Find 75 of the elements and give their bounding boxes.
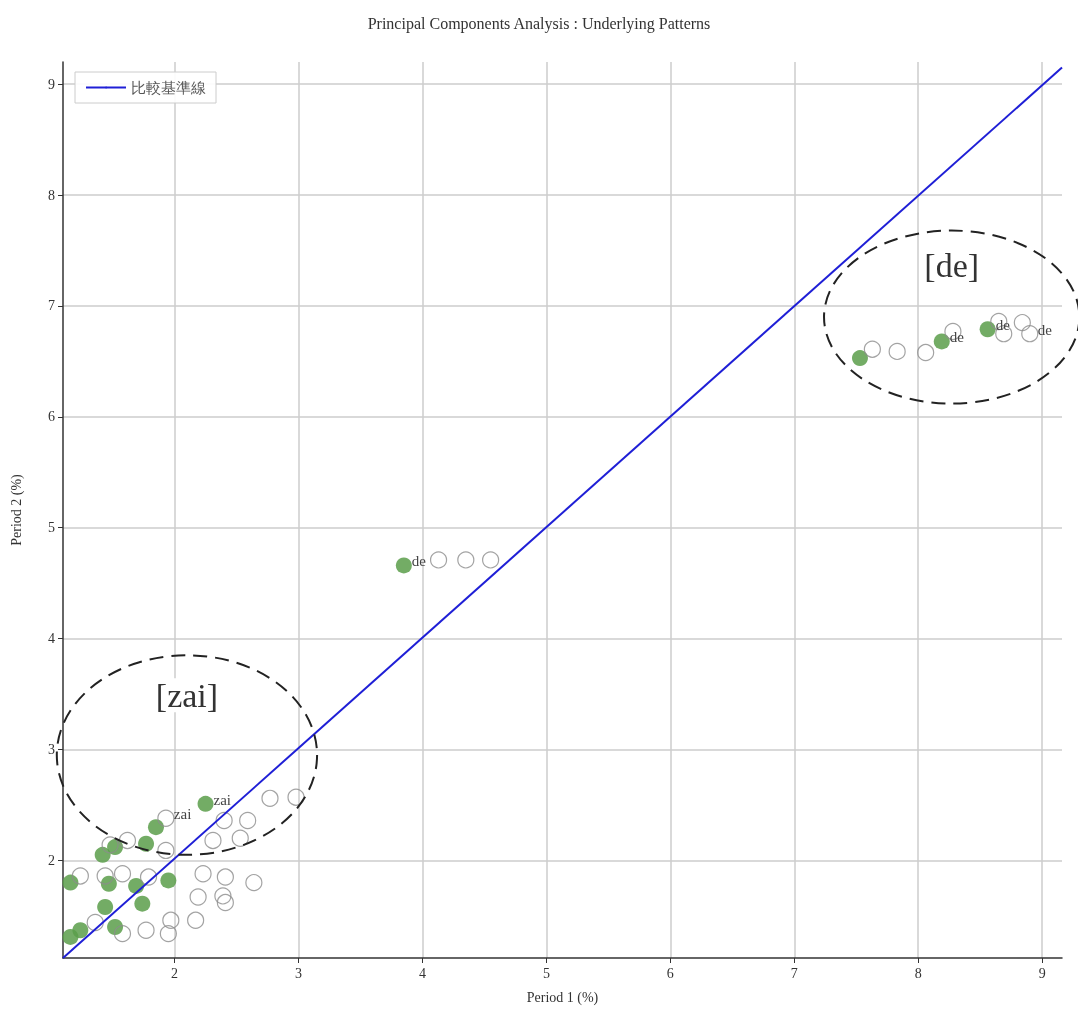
annotation: de — [995, 317, 1011, 334]
y-tick-label: 7 — [48, 298, 55, 314]
point — [160, 872, 177, 889]
x-tick-label: 3 — [295, 965, 302, 981]
point — [216, 868, 234, 886]
point — [159, 925, 177, 943]
x-tick-label: 4 — [418, 965, 426, 981]
point — [261, 789, 279, 807]
point — [94, 846, 111, 863]
point — [395, 557, 412, 574]
y-axis-title: Period 2 (%) — [8, 473, 25, 546]
point — [287, 788, 305, 806]
point — [157, 841, 175, 860]
point — [197, 795, 214, 812]
point — [107, 918, 124, 935]
point — [231, 829, 249, 847]
x-tick-label: 9 — [1038, 965, 1046, 981]
point — [429, 551, 448, 569]
annotation: de — [949, 329, 965, 346]
point — [214, 887, 232, 905]
x-tick-label: 5 — [542, 965, 550, 981]
y-tick-label: 6 — [48, 409, 55, 425]
point — [863, 340, 881, 358]
annotation: zai — [173, 806, 192, 823]
point — [139, 868, 158, 886]
annotation: zai — [213, 791, 232, 808]
point — [86, 913, 104, 932]
point — [113, 925, 132, 943]
point — [96, 867, 114, 885]
point — [157, 809, 175, 827]
point — [979, 321, 996, 338]
legend-label: 比較基準線 — [131, 79, 206, 96]
chart-title: Principal Components Analysis : Underlying Patterns — [367, 14, 711, 33]
point — [162, 911, 180, 929]
point — [134, 895, 151, 912]
annotation: de — [411, 553, 427, 570]
point — [187, 911, 205, 929]
point — [216, 893, 234, 912]
y-tick-label: 2 — [48, 852, 55, 868]
y-tick-label: 8 — [48, 187, 55, 203]
point — [97, 898, 114, 915]
point — [851, 350, 868, 367]
y-tick-label: 5 — [48, 520, 55, 536]
point — [245, 874, 263, 892]
point — [113, 865, 132, 883]
point — [482, 551, 500, 569]
point — [457, 551, 475, 569]
point — [1021, 325, 1039, 343]
x-axis-title: Period 1 (%) — [526, 989, 599, 1006]
point — [62, 928, 79, 945]
point — [147, 819, 164, 836]
point — [239, 811, 257, 830]
annotation: [de] — [924, 246, 980, 284]
x-tick-label: 2 — [171, 965, 179, 981]
x-tick-label: 8 — [914, 965, 922, 981]
x-tick-label: 6 — [666, 965, 674, 981]
y-tick-label: 4 — [48, 631, 55, 647]
point — [888, 342, 906, 361]
point — [933, 333, 950, 350]
point — [62, 874, 79, 891]
point — [204, 831, 222, 850]
point — [194, 865, 212, 883]
point — [189, 888, 207, 906]
point — [101, 836, 119, 854]
x-tick-label: 7 — [790, 965, 798, 981]
point — [71, 867, 89, 885]
point — [215, 811, 233, 830]
point — [118, 831, 137, 850]
annotation: [zai] — [155, 676, 219, 714]
point — [917, 343, 935, 362]
annotation: de — [1037, 321, 1053, 338]
y-tick-label: 3 — [48, 742, 55, 758]
point — [137, 921, 155, 939]
point — [1013, 314, 1031, 332]
y-tick-label: 9 — [48, 76, 55, 92]
